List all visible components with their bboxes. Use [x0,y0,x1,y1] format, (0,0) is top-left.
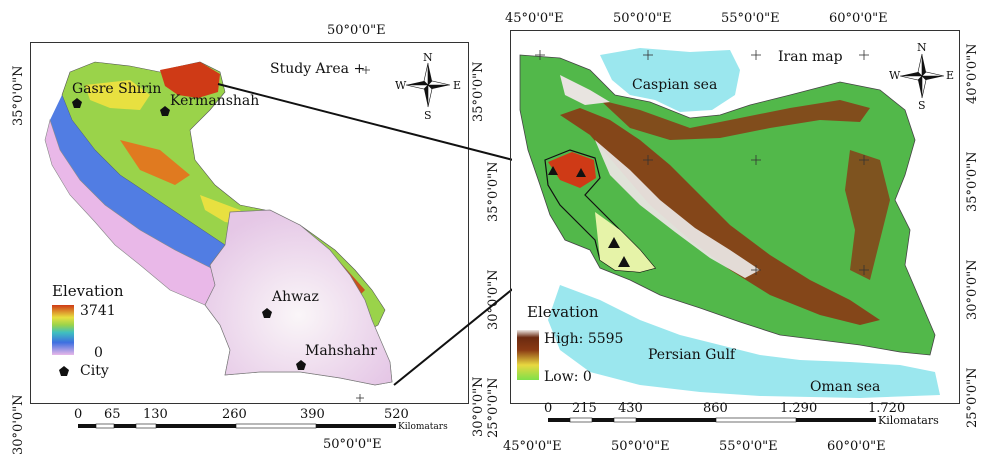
right-top-lon-0: 45°0'0"E [505,11,564,26]
right-bottom-lon-3: 60°0'0"E [827,439,886,454]
left-scale-bar [78,423,396,429]
left-compass-rose-icon [405,62,451,108]
left-bottom-lon-label: 50°0'0"E [323,437,382,452]
iran-alborz-band [600,100,870,140]
left-lat-bottom-label: 30°0'0"N [11,394,26,455]
right-lat-top-label-of-left-map: 35°0'0"N [471,61,486,122]
study-area-high-1 [160,62,220,98]
left-scale-tick-5: 520 [384,407,409,422]
right-top-lon-1: 50°0'0"E [613,11,672,26]
right-bottom-lon-1: 50°0'0"E [611,439,670,454]
left-legend-city: City [80,363,109,379]
left-lat-top-label: 35°0'0"N [11,65,26,126]
right-left-lat-0: 35°0'0"N [486,161,501,222]
gulf-and-oman-sea [548,285,940,398]
city-pentagon-icon [59,98,306,376]
right-left-lat-1: 30°0'0"N [486,269,501,330]
connector-line-top [217,83,553,171]
right-compass-w: W [889,69,901,82]
iran-study-kermanshah [548,152,596,188]
city-label-gasre-shirin: Gasre Shirin [72,81,162,97]
right-scale-tick-2: 430 [618,401,643,416]
right-left-lat-2: 25°0'0"N [486,377,501,438]
study-area-high-2 [85,80,150,110]
left-scale-unit: Kilomatars [398,422,448,432]
right-legend-high: High: 5595 [544,331,624,347]
right-grid-cross-icon [535,50,869,275]
right-compass-n: N [917,41,927,54]
left-compass-w: W [395,79,407,92]
label-oman-sea: Oman sea [810,379,881,395]
iran-white-zagros [595,140,760,278]
right-right-lat-2: 30°0'0"N [965,259,980,320]
iran-zagros-band [560,108,880,325]
city-label-mahshahr: Mahshahr [305,343,377,359]
right-scale-bar [548,417,876,423]
left-scale-tick-2: 130 [143,407,168,422]
right-top-lon-2: 55°0'0"E [721,11,780,26]
left-legend-max: 3741 [80,303,116,319]
right-compass-e: E [946,69,955,82]
study-area-high-3 [120,140,190,185]
city-label-ahwaz: Ahwaz [272,289,319,305]
right-compass-rose-icon [899,53,945,99]
left-scale-tick-4: 390 [300,407,325,422]
label-caspian-sea: Caspian sea [632,77,718,93]
right-legend-gradient [517,330,539,380]
right-scale-tick-4: 1.290 [780,401,818,416]
left-scale-tick-1: 65 [104,407,121,422]
right-legend-title: Elevation [527,303,599,321]
caspian-sea [600,48,740,112]
right-right-lat-1: 35°0'0"N [965,151,980,212]
right-lat-bottom-label-of-left-map: 30°0'0"N [471,376,486,437]
right-map-frame [510,30,960,404]
left-scale-tick-3: 260 [222,407,247,422]
right-scale-unit: Kilomatars [878,414,939,427]
right-scale-tick-1: 215 [572,401,597,416]
right-compass-s: S [918,99,926,112]
right-scale-tick-5: 1.720 [868,401,906,416]
right-map-title: Iran map [778,49,843,65]
left-legend-title: Elevation [52,282,124,300]
left-scale-tick-0: 0 [74,407,83,422]
left-compass-e: E [453,79,462,92]
right-scale-tick-3: 860 [703,401,728,416]
left-top-lon-label: 50°0'0"E [327,23,386,38]
iran-white-north [560,75,610,105]
right-scale-tick-0: 0 [544,401,553,416]
left-compass-s: S [424,109,432,122]
right-right-lat-0: 40°0'0"N [965,43,980,104]
left-compass-n: N [423,51,433,64]
right-bottom-lon-2: 55°0'0"E [719,439,778,454]
right-right-lat-3: 25°0'0"N [965,367,980,428]
left-legend-gradient [52,305,74,355]
right-legend-low: Low: 0 [544,369,592,385]
left-legend-min: 0 [94,345,103,361]
right-bottom-lon-0: 45°0'0"E [503,439,562,454]
triangle-marker-icon [548,166,630,267]
left-grid-cross-icon [356,66,370,402]
iran-study-khuzestan [595,212,655,272]
iran-east-band [845,150,890,280]
left-map-title: Study Area + [270,61,366,77]
label-persian-gulf: Persian Gulf [648,347,736,363]
study-area-khuzestan [204,209,393,386]
right-top-lon-3: 60°0'0"E [829,11,888,26]
city-label-kermanshah: Kermanshah [170,93,260,109]
